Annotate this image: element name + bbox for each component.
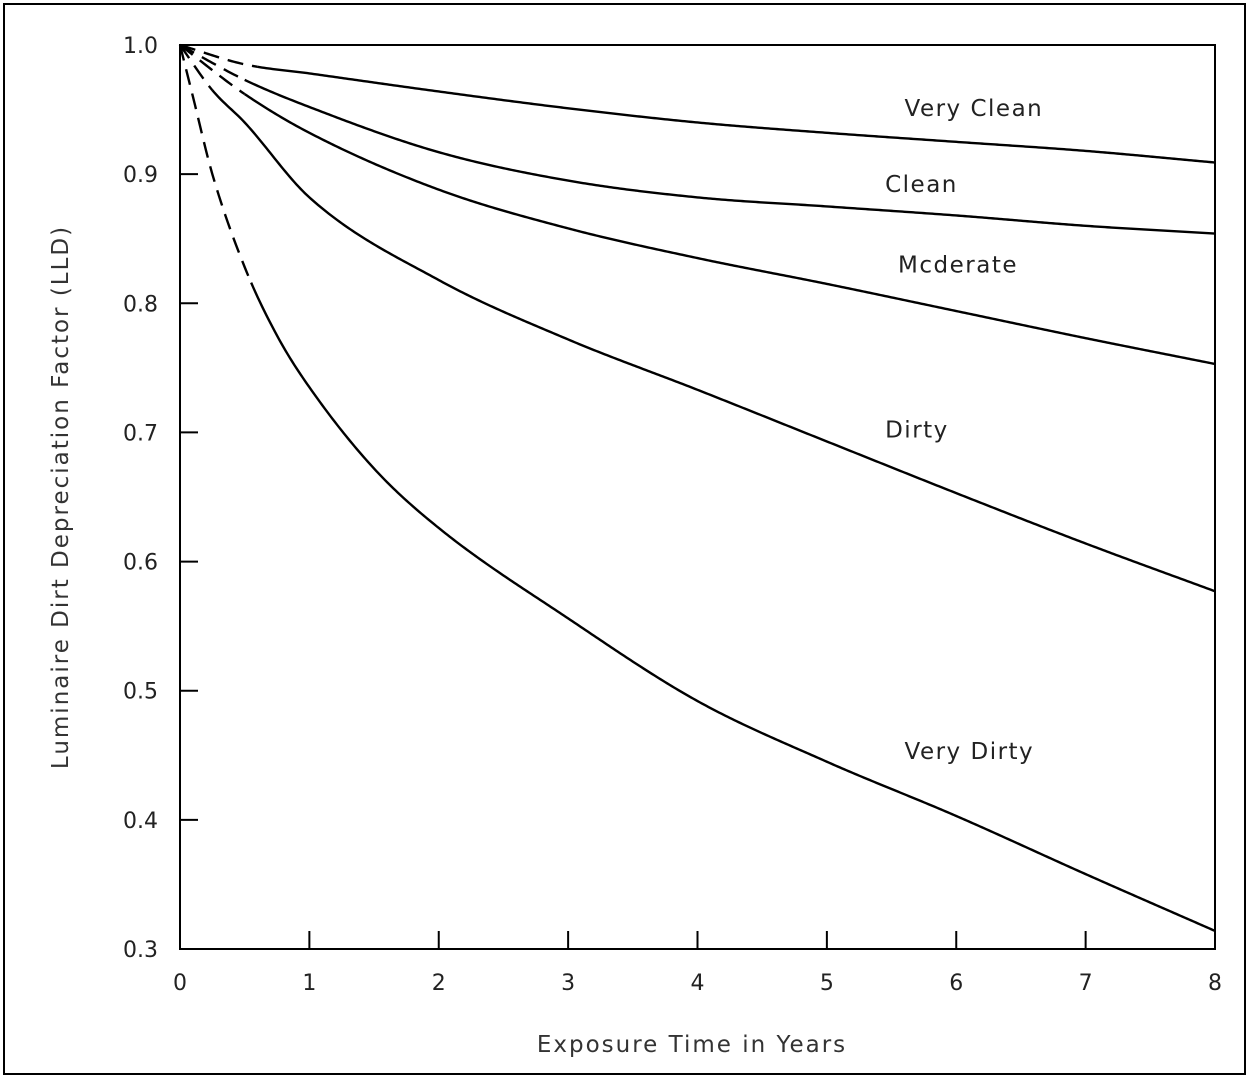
- axis-ticks: [180, 173, 1087, 949]
- x-tick-label-4: 4: [691, 971, 705, 996]
- series-line-dashed-0: [179, 43, 258, 69]
- y-tick-label-4: 0.6: [123, 551, 158, 576]
- series-line-2: [244, 93, 1216, 366]
- y-tick-label-3: 0.7: [123, 421, 158, 446]
- series-4: [178, 44, 1216, 933]
- series-lines: [178, 43, 1216, 933]
- x-tick-label-5: 5: [820, 971, 834, 996]
- series-2: [179, 44, 1216, 366]
- axis-tick-labels: 0 1 2 3 4 5 6 7 8 1.0 0.9 0.8 0.7 0.6 0.5 0.4 0.3: [123, 34, 1222, 996]
- series-line-dashed-2: [179, 44, 246, 96]
- x-tick-label-6: 6: [949, 971, 963, 996]
- series-line-dashed-3: [179, 44, 214, 91]
- series-line-dashed-1: [179, 43, 246, 81]
- y-tick-label-7: 0.3: [123, 938, 158, 963]
- plot-area-border: [179, 44, 1216, 950]
- series-line-1: [244, 78, 1216, 235]
- series-label-3: Dirty: [885, 418, 949, 444]
- series-0: [179, 43, 1216, 164]
- series-line-3: [211, 89, 1216, 593]
- x-tick-label-1: 1: [302, 971, 316, 996]
- x-tick-label-3: 3: [561, 971, 575, 996]
- y-tick-label-1: 0.9: [123, 163, 158, 188]
- x-tick-label-7: 7: [1079, 971, 1093, 996]
- y-tick-label-6: 0.4: [123, 809, 158, 834]
- series-1: [179, 43, 1216, 235]
- x-tick-label-0: 0: [173, 971, 187, 996]
- series-label-0: Very Clean: [905, 96, 1044, 122]
- series-label-1: Clean: [885, 172, 958, 198]
- series-line-0: [257, 65, 1216, 164]
- series-label-2: Mcderate: [898, 252, 1018, 278]
- series-annotations: Very Clean Clean Mcderate Dirty Very Dirty: [885, 96, 1044, 765]
- y-axis-title: Luminaire Dirt Depreciation Factor (LLD): [48, 225, 74, 769]
- series-label-4: Very Dirty: [905, 739, 1035, 765]
- y-tick-label-5: 0.5: [123, 680, 158, 705]
- figure-frame: [3, 3, 1246, 1075]
- series-line-dashed-4: [178, 44, 253, 284]
- y-tick-label-0: 1.0: [123, 34, 158, 59]
- x-tick-label-2: 2: [432, 971, 446, 996]
- x-axis-title: Exposure Time in Years: [537, 1032, 847, 1058]
- series-line-4: [250, 282, 1216, 933]
- y-tick-label-2: 0.8: [123, 292, 158, 317]
- series-3: [179, 44, 1216, 593]
- x-tick-label-8: 8: [1208, 971, 1222, 996]
